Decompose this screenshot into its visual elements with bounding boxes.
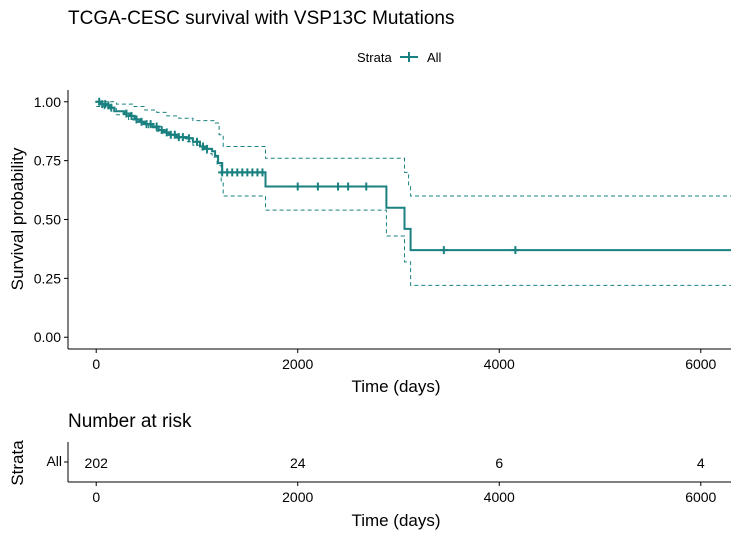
y-tick-label: 1.00 — [34, 94, 61, 110]
censor-mark — [178, 133, 187, 142]
risk-value: 24 — [290, 455, 306, 471]
legend-title: Strata — [357, 50, 392, 65]
x-tick-label: 4000 — [484, 356, 515, 372]
censor-mark — [203, 144, 212, 153]
censor-mark — [127, 111, 136, 120]
confidence-bands — [96, 101, 731, 286]
survival-curve — [96, 100, 731, 252]
risk-value: 4 — [697, 455, 705, 471]
y-axis-label: Survival probability — [8, 147, 27, 290]
censor-mark — [157, 126, 166, 135]
risk-x-tick-label: 4000 — [484, 489, 515, 505]
chart-title: TCGA-CESC survival with VSP13C Mutations — [68, 8, 454, 29]
x-ticks: 0 2000 4000 6000 — [92, 349, 717, 372]
censor-mark — [313, 182, 322, 191]
censor-mark — [122, 109, 131, 118]
y-tick-label: 0.00 — [34, 329, 61, 345]
legend-entry-all: All — [427, 50, 442, 65]
censor-mark — [439, 246, 448, 255]
risk-row-label: All — [46, 453, 62, 469]
censor-mark — [258, 168, 267, 177]
survival-plot: 0.00 0.25 0.50 0.75 1.00 0 2000 4000 6000 Time … — [8, 90, 731, 396]
y-tick-label: 0.50 — [34, 212, 61, 228]
censor-mark — [184, 134, 193, 143]
risk-x-tick-label: 6000 — [685, 489, 716, 505]
censor-mark — [132, 115, 141, 124]
censor-mark — [192, 137, 201, 146]
censor-mark — [199, 142, 208, 151]
censor-mark — [152, 122, 161, 131]
y-tick-label: 0.75 — [34, 153, 61, 169]
censor-mark — [334, 182, 343, 191]
censor-mark — [107, 103, 116, 112]
x-tick-label: 6000 — [685, 356, 716, 372]
censor-mark — [362, 182, 371, 191]
ci-upper-line — [96, 101, 731, 197]
y-ticks: 0.00 0.25 0.50 0.75 1.00 — [34, 94, 68, 345]
risk-values: 202 24 6 4 — [85, 455, 705, 471]
censor-mark — [137, 117, 146, 126]
risk-x-ticks: 0 2000 4000 6000 — [92, 482, 717, 505]
x-tick-label: 2000 — [282, 356, 313, 372]
risk-value: 202 — [85, 455, 109, 471]
censor-mark — [162, 128, 171, 137]
censor-marks — [95, 97, 520, 255]
risk-table: Number at risk All 202 24 6 4 0 2000 4000 6000… — [8, 411, 731, 530]
risk-table-title: Number at risk — [68, 411, 192, 432]
risk-value: 6 — [495, 455, 503, 471]
censor-mark — [146, 120, 155, 129]
x-axis-label: Time (days) — [351, 377, 440, 396]
x-tick-label: 0 — [92, 356, 100, 372]
censor-mark — [170, 130, 179, 139]
survival-line-all — [96, 100, 731, 252]
risk-x-tick-label: 0 — [92, 489, 100, 505]
censor-mark — [344, 182, 353, 191]
y-tick-label: 0.25 — [34, 270, 61, 286]
risk-x-axis-label: Time (days) — [351, 511, 440, 530]
risk-x-tick-label: 2000 — [282, 489, 313, 505]
censor-mark — [293, 182, 302, 191]
censor-mark — [511, 246, 520, 255]
risk-y-axis-label: Strata — [8, 440, 27, 486]
legend: Strata All — [357, 50, 442, 65]
